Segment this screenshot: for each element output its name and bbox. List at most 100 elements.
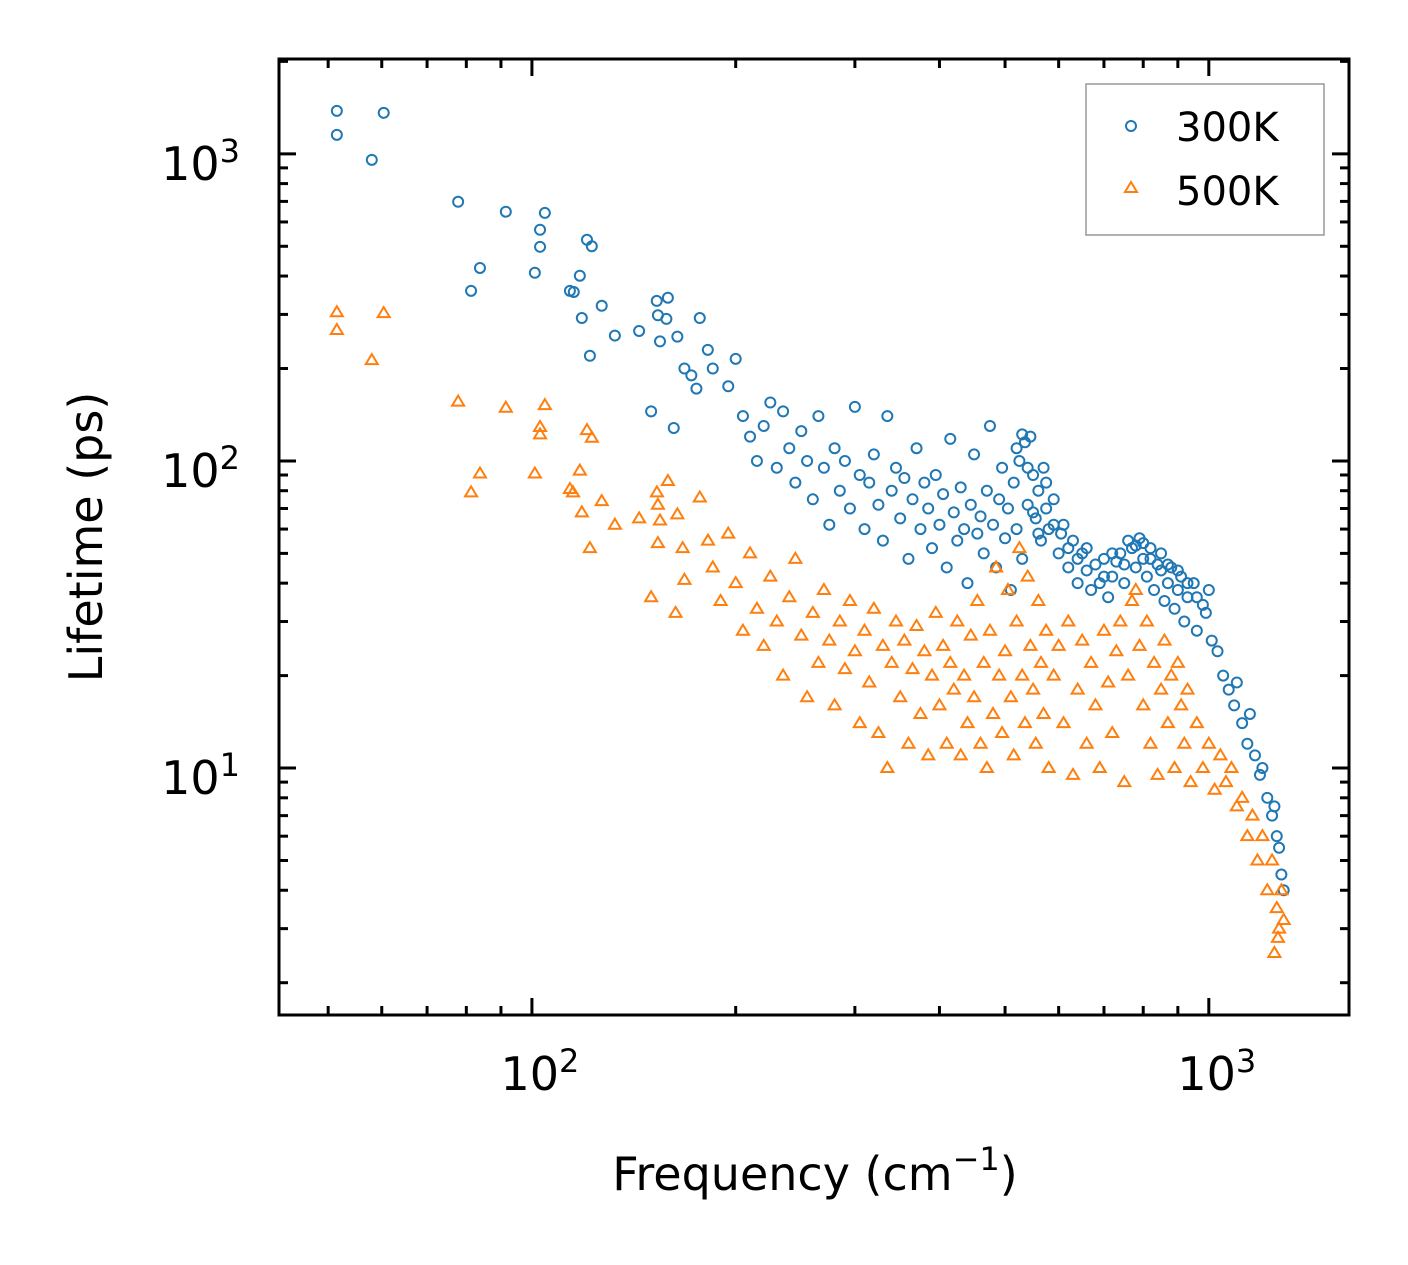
data-point-circle bbox=[833, 484, 846, 497]
data-point-circle bbox=[983, 419, 996, 432]
data-point-circle bbox=[947, 506, 960, 519]
data-point-triangle bbox=[856, 622, 873, 636]
data-point-triangle bbox=[579, 422, 595, 436]
data-point-triangle bbox=[920, 747, 936, 761]
data-point-triangle bbox=[742, 545, 758, 559]
data-point-triangle bbox=[1195, 760, 1211, 774]
y-tick-label: 102 bbox=[161, 439, 240, 498]
data-point-triangle bbox=[532, 419, 548, 432]
data-point-circle bbox=[806, 493, 819, 506]
data-point-triangle bbox=[498, 399, 514, 413]
data-point-circle bbox=[918, 476, 931, 489]
data-point-triangle bbox=[781, 589, 798, 603]
data-point-triangle bbox=[1131, 637, 1148, 651]
data-point-triangle bbox=[866, 600, 882, 614]
data-point-triangle bbox=[1030, 593, 1047, 606]
data-point-triangle bbox=[1249, 852, 1266, 866]
data-point-triangle bbox=[532, 426, 548, 440]
data-point-triangle bbox=[879, 760, 896, 774]
data-point-triangle bbox=[1060, 613, 1077, 627]
data-point-circle bbox=[867, 448, 880, 461]
data-point-circle bbox=[1190, 591, 1203, 604]
data-point-circle bbox=[528, 266, 541, 279]
data-point-triangle bbox=[692, 489, 708, 503]
data-point-circle bbox=[1102, 591, 1115, 604]
data-point-circle bbox=[1158, 594, 1171, 607]
data-point-circle bbox=[1016, 552, 1029, 565]
data-point-triangle bbox=[329, 322, 345, 335]
data-point-circle bbox=[1024, 430, 1037, 443]
data-point-triangle bbox=[1163, 667, 1180, 681]
data-point-circle bbox=[583, 349, 596, 362]
data-point-circle bbox=[1034, 534, 1047, 547]
data-point-circle bbox=[538, 206, 551, 219]
data-point-triangle bbox=[527, 465, 543, 479]
data-point-circle bbox=[944, 432, 957, 445]
data-point-circle bbox=[894, 512, 907, 525]
data-point-circle bbox=[744, 430, 757, 443]
data-point-circle bbox=[1052, 547, 1065, 560]
data-point-triangle bbox=[660, 473, 676, 487]
data-point-circle bbox=[1080, 542, 1093, 555]
data-point-circle bbox=[933, 518, 946, 531]
data-point-triangle bbox=[1135, 697, 1151, 711]
data-point-triangle bbox=[1000, 582, 1016, 595]
data-point-circle bbox=[977, 547, 990, 560]
data-point-circle bbox=[1118, 558, 1131, 571]
data-point-circle bbox=[1178, 615, 1191, 628]
data-point-circle bbox=[812, 410, 825, 423]
data-point-circle bbox=[1181, 577, 1194, 590]
data-point-circle bbox=[1001, 502, 1014, 515]
data-point-triangle bbox=[851, 715, 868, 729]
data-point-circle bbox=[777, 405, 790, 418]
data-point-triangle bbox=[1074, 632, 1090, 646]
data-point-circle bbox=[1230, 676, 1243, 689]
data-point-circle bbox=[1217, 669, 1230, 682]
data-point-triangle bbox=[1176, 735, 1193, 749]
data-point-circle bbox=[645, 405, 658, 418]
data-point-triangle bbox=[1065, 766, 1081, 780]
x-axis-label: Frequency (cm−1) bbox=[612, 1140, 1017, 1201]
data-point-triangle bbox=[1156, 632, 1173, 646]
data-point-triangle bbox=[1223, 760, 1240, 774]
data-point-triangle bbox=[994, 725, 1010, 739]
data-point-triangle bbox=[1254, 828, 1271, 842]
data-point-triangle bbox=[1116, 774, 1133, 788]
data-point-triangle bbox=[1091, 760, 1108, 774]
data-point-triangle bbox=[375, 305, 392, 319]
data-point-triangle bbox=[572, 462, 588, 476]
data-point-circle bbox=[1062, 561, 1075, 574]
data-point-circle bbox=[706, 362, 719, 375]
data-point-triangle bbox=[1033, 654, 1049, 668]
data-point-triangle bbox=[892, 689, 908, 703]
data-point-triangle bbox=[952, 747, 969, 761]
data-point-circle bbox=[1161, 577, 1174, 590]
data-point-triangle bbox=[1019, 568, 1036, 582]
data-point-triangle bbox=[908, 618, 925, 632]
data-point-circle bbox=[1007, 476, 1020, 489]
data-point-circle bbox=[1055, 527, 1068, 540]
data-point-circle bbox=[823, 518, 836, 531]
data-point-circle bbox=[1268, 800, 1281, 813]
data-point-triangle bbox=[1206, 781, 1223, 795]
data-point-triangle bbox=[1153, 681, 1169, 695]
data-point-circle bbox=[1032, 527, 1045, 540]
data-point-triangle bbox=[1055, 715, 1072, 729]
data-point-triangle bbox=[1275, 912, 1292, 926]
legend-label-300k: 300K bbox=[1176, 105, 1280, 151]
data-point-triangle bbox=[1038, 622, 1054, 636]
data-point-circle bbox=[1071, 552, 1084, 565]
data-point-triangle bbox=[888, 613, 904, 627]
data-point-circle bbox=[1106, 547, 1119, 560]
data-point-triangle bbox=[472, 465, 488, 479]
data-point-circle bbox=[770, 461, 783, 474]
data-point-circle bbox=[858, 523, 871, 536]
data-point-circle bbox=[1032, 484, 1045, 497]
data-point-circle bbox=[1037, 461, 1050, 474]
data-point-triangle bbox=[1179, 681, 1196, 695]
data-point-circle bbox=[1085, 583, 1098, 596]
data-point-circle bbox=[996, 461, 1009, 474]
data-point-circle bbox=[1236, 717, 1249, 730]
data-point-triangle bbox=[1120, 667, 1136, 681]
data-point-circle bbox=[757, 419, 770, 432]
